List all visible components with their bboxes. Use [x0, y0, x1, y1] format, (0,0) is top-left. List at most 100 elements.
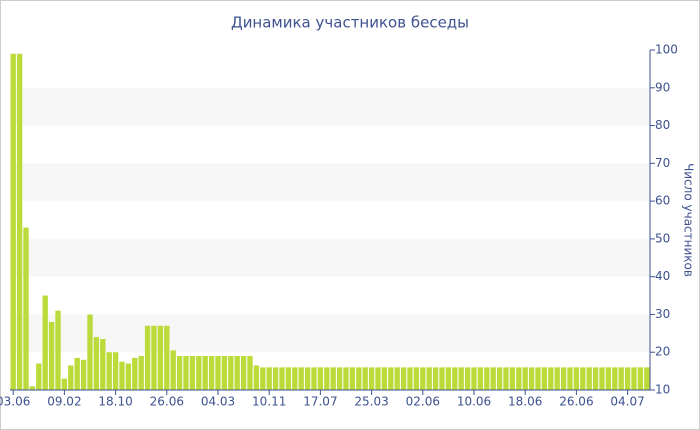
bar — [477, 367, 484, 390]
bar — [311, 367, 317, 390]
bar — [381, 367, 388, 390]
bar — [215, 356, 221, 390]
grid-band — [10, 314, 650, 353]
x-tick-label: 25.03 — [354, 395, 388, 409]
bar — [452, 367, 458, 390]
bar — [151, 325, 157, 390]
bar — [304, 367, 311, 390]
bar — [554, 367, 560, 390]
bar — [61, 378, 68, 390]
bar — [93, 337, 100, 390]
bar — [356, 367, 362, 390]
chart-title: Динамика участников беседы — [231, 14, 469, 32]
bar — [388, 367, 394, 390]
bar — [10, 53, 16, 391]
bar — [208, 356, 215, 390]
x-tick-label: 26.06 — [559, 395, 593, 409]
grid-band — [10, 238, 650, 277]
x-tick-label: 18.06 — [508, 395, 542, 409]
x-tick-label: 10.11 — [252, 395, 286, 409]
bar — [189, 356, 196, 390]
x-tick-label: 18.10 — [98, 395, 132, 409]
bar — [164, 325, 170, 390]
x-tick-label: 26.06 — [150, 395, 184, 409]
y-tick-label: 10 — [655, 383, 670, 397]
bar — [29, 386, 36, 390]
bar — [496, 367, 503, 390]
bar — [266, 367, 272, 390]
bar — [240, 356, 247, 390]
y-axis-label: Число участников — [682, 163, 696, 277]
bar — [426, 367, 432, 390]
y-tick-label: 70 — [655, 156, 670, 170]
bar — [330, 367, 336, 390]
bar — [631, 367, 637, 390]
bar — [612, 367, 618, 390]
bar — [23, 227, 29, 390]
bar — [432, 367, 439, 390]
bar — [253, 365, 260, 390]
bar — [183, 356, 189, 390]
bar — [362, 367, 368, 390]
bar — [202, 356, 208, 390]
x-tick-label: 02.06 — [406, 395, 440, 409]
bar — [490, 367, 496, 390]
bar — [586, 367, 592, 390]
bar — [484, 367, 490, 390]
bar — [548, 367, 554, 390]
x-tick-label: 09.02 — [47, 395, 81, 409]
bar — [624, 367, 631, 390]
bar — [541, 367, 548, 390]
bar — [407, 367, 413, 390]
bar — [618, 367, 624, 390]
bar — [48, 322, 55, 390]
bar — [55, 310, 61, 390]
bar — [176, 356, 183, 390]
bar — [279, 367, 285, 390]
y-tick-label: 90 — [655, 80, 670, 94]
bar — [400, 367, 407, 390]
bar — [458, 367, 464, 390]
bar — [285, 367, 292, 390]
bar — [36, 363, 42, 390]
y-tick-label: 80 — [655, 118, 670, 132]
bar — [292, 367, 298, 390]
bar — [445, 367, 452, 390]
bar — [247, 356, 253, 390]
y-tick-label: 60 — [655, 194, 670, 208]
bar — [260, 367, 266, 390]
bar — [471, 367, 477, 390]
bar — [144, 325, 151, 390]
bar — [464, 367, 471, 390]
bar — [573, 367, 580, 390]
bar — [644, 367, 650, 390]
bar — [125, 363, 132, 390]
bar — [528, 367, 535, 390]
bar — [567, 367, 573, 390]
bar — [234, 356, 240, 390]
grid-band — [10, 87, 650, 126]
bar — [317, 367, 324, 390]
x-tick-label: 17.07 — [303, 395, 337, 409]
bar — [16, 53, 23, 391]
bar — [74, 357, 80, 390]
bar — [580, 367, 586, 390]
bar — [592, 367, 599, 390]
bar — [324, 367, 330, 390]
bar — [272, 367, 279, 390]
bar — [157, 325, 164, 390]
x-tick-label: 10.06 — [457, 395, 491, 409]
bar — [413, 367, 420, 390]
y-tick-label: 40 — [655, 269, 670, 283]
bar — [516, 367, 522, 390]
bar — [439, 367, 445, 390]
bar — [298, 367, 304, 390]
y-tick-label: 30 — [655, 307, 670, 321]
bar — [42, 295, 48, 390]
bar — [637, 367, 644, 390]
x-tick-label: 04.03 — [201, 395, 235, 409]
bar — [112, 352, 119, 390]
bar — [560, 367, 567, 390]
bar — [368, 367, 375, 390]
